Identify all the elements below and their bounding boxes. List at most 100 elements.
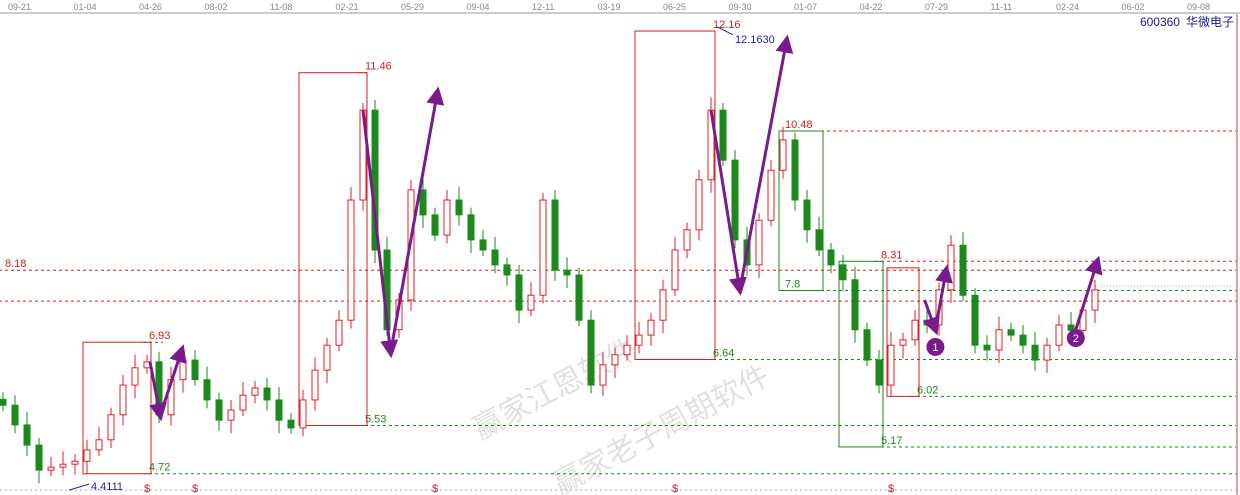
candle-body <box>47 466 55 471</box>
candle-body <box>323 344 331 371</box>
candle-body <box>575 274 583 321</box>
x-tick-label: 12-11 <box>532 2 554 12</box>
candle-body <box>551 199 559 271</box>
candle-body <box>611 354 619 366</box>
candle-body <box>1007 329 1015 336</box>
candle-body <box>623 344 631 356</box>
candle-body <box>671 249 679 291</box>
trend-arrow <box>158 344 187 416</box>
extreme-pointer <box>716 26 734 36</box>
trend-arrow <box>738 34 794 291</box>
candle-body <box>479 239 487 251</box>
candle-body <box>467 214 475 241</box>
stock-title: 600360 华微电子 <box>1134 13 1234 30</box>
candle-body <box>803 199 811 231</box>
candle-body <box>659 289 667 321</box>
candle-body <box>119 384 127 416</box>
trend-arrow <box>148 361 167 422</box>
range-box <box>298 72 368 427</box>
candle-body <box>947 244 955 291</box>
candle-body <box>299 399 307 429</box>
level-label: 4.72 <box>149 462 170 474</box>
signal-mark: $ <box>432 483 438 495</box>
candle-body <box>1091 289 1099 311</box>
candle-body <box>1031 344 1039 361</box>
extreme-pointer <box>68 483 90 491</box>
candle-body <box>839 264 847 281</box>
trend-arrow <box>389 86 445 353</box>
range-box <box>886 267 920 397</box>
candle-body <box>755 219 763 266</box>
x-tick-label: 01-04 <box>74 2 97 12</box>
signal-mark: $ <box>888 483 894 495</box>
level-label: 6.64 <box>713 347 734 359</box>
wave-marker <box>926 337 945 356</box>
x-tick-label: 01-07 <box>794 2 817 12</box>
candle-body <box>899 339 907 346</box>
range-box <box>634 30 716 360</box>
candle-body <box>767 169 775 221</box>
x-tick-label: 08-02 <box>205 2 228 12</box>
x-tick-label: 02-21 <box>336 2 359 12</box>
candle-body <box>791 139 799 201</box>
candle-body <box>431 214 439 236</box>
range-box <box>778 130 824 291</box>
level-label: 5.53 <box>365 414 386 426</box>
wave-marker <box>1066 329 1085 348</box>
trend-arrow <box>361 110 399 359</box>
candle-body <box>1043 344 1051 361</box>
candle-body <box>875 359 883 386</box>
x-tick-label: 07-29 <box>925 2 948 12</box>
x-tick-label: 11-08 <box>270 2 292 12</box>
candle-body <box>863 329 871 361</box>
range-box <box>82 341 152 475</box>
extreme-label: 4.4111 <box>91 481 123 493</box>
candle-body <box>503 264 511 276</box>
candle-body <box>491 249 499 266</box>
candle-body <box>227 409 235 421</box>
signal-mark: $ <box>192 483 198 495</box>
candle-body <box>815 229 823 251</box>
x-tick-label: 06-02 <box>1122 2 1145 12</box>
level-label: 11.46 <box>365 61 392 73</box>
signal-mark: $ <box>672 483 678 495</box>
candle-body <box>191 359 199 381</box>
level-label: 12.16 <box>713 19 741 31</box>
candle-body <box>599 364 607 386</box>
candle-body <box>311 369 319 401</box>
x-tick-label: 09-08 <box>1187 2 1210 12</box>
candle-body <box>35 444 43 471</box>
candle-body <box>23 424 31 446</box>
candle-body <box>203 379 211 401</box>
candle-body <box>695 179 703 231</box>
candle-body <box>59 463 67 468</box>
range-box <box>838 260 884 448</box>
x-tick-label: 04-22 <box>860 2 883 12</box>
wave-marker-label: 1 <box>932 342 938 354</box>
level-label: 6.02 <box>917 384 938 396</box>
candle-body <box>71 460 79 465</box>
candle-body <box>1019 334 1027 346</box>
candle-body <box>971 294 979 346</box>
x-tick-label: 06-25 <box>663 2 686 12</box>
level-label: 8.31 <box>881 249 902 261</box>
candle-body <box>215 399 223 421</box>
level-label: 10.48 <box>785 119 813 131</box>
candle-body <box>275 399 283 421</box>
x-tick-label: 11-11 <box>991 2 1013 12</box>
candle-body <box>0 398 7 406</box>
candle-body <box>347 199 355 321</box>
trend-arrow <box>1074 255 1103 331</box>
candle-body <box>959 244 967 296</box>
candle-body <box>1067 324 1075 331</box>
x-tick-label: 09-30 <box>729 2 752 12</box>
trend-arrow <box>922 299 940 336</box>
candle-body <box>419 189 427 216</box>
trend-arrow <box>709 109 747 296</box>
x-tick-label: 09-04 <box>467 2 490 12</box>
candle-body <box>635 334 643 346</box>
candle-body <box>983 344 991 351</box>
candle-body <box>131 367 139 386</box>
candle-body <box>719 109 727 161</box>
candle-body <box>179 359 187 381</box>
